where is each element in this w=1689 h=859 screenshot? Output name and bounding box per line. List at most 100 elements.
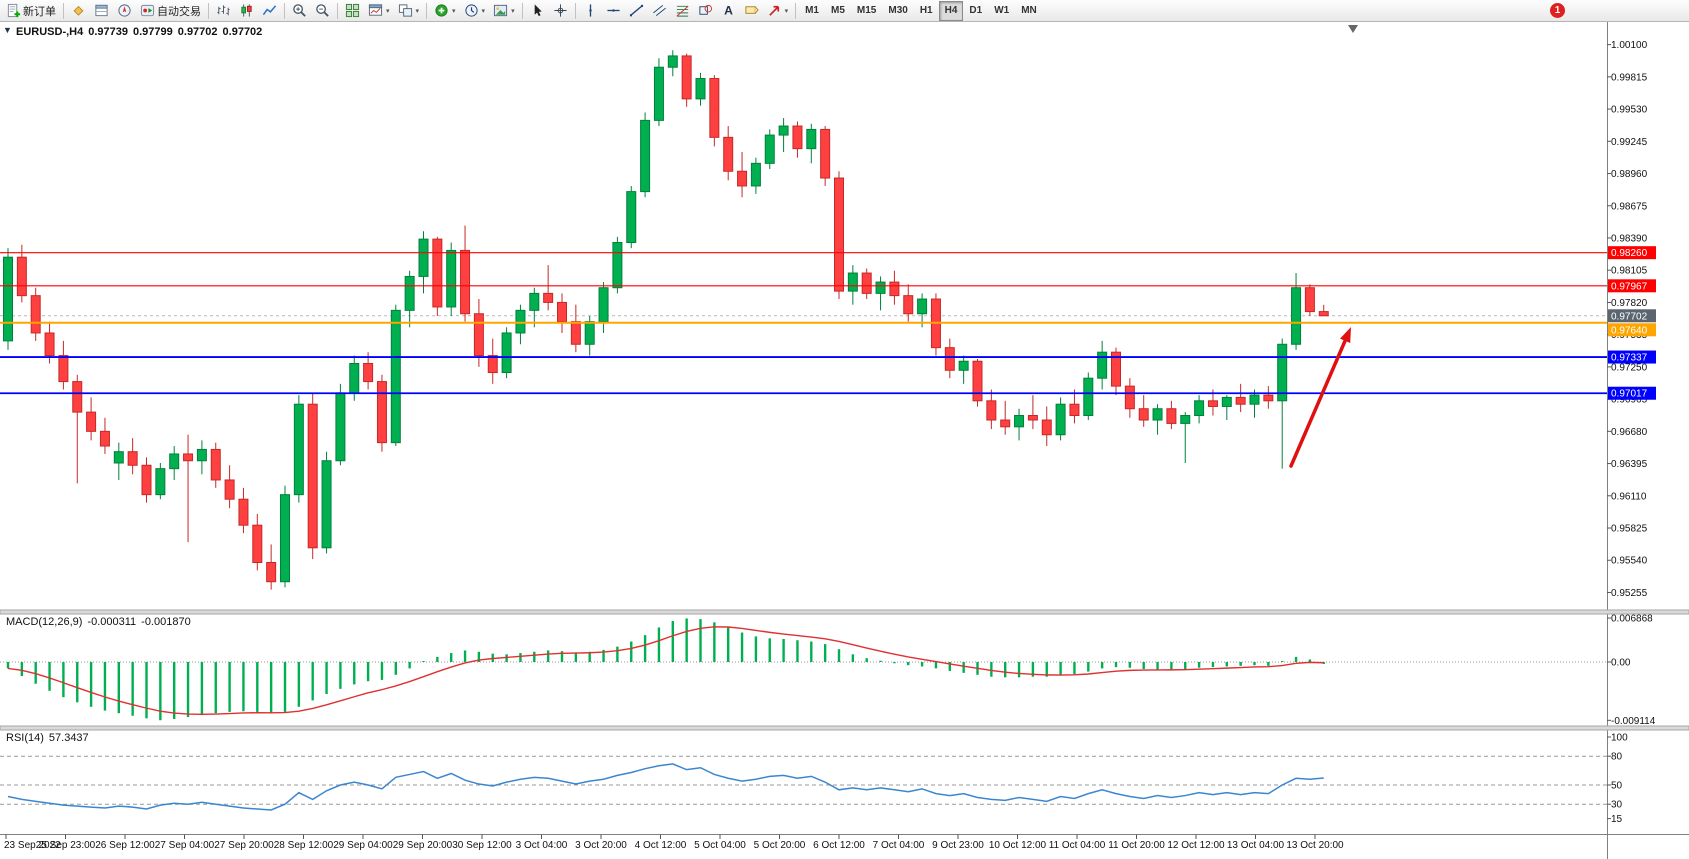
rsi-scale-label[interactable]: 15 xyxy=(1611,814,1623,825)
price-tick-label[interactable]: 0.97250 xyxy=(1611,362,1648,373)
rsi-scale-label[interactable]: 30 xyxy=(1611,800,1623,811)
price-tick-label[interactable]: 0.95255 xyxy=(1611,588,1648,599)
navigator-button[interactable] xyxy=(113,1,136,21)
time-axis-label[interactable]: 9 Oct 23:00 xyxy=(932,840,984,851)
time-axis-label[interactable]: 23 Sep 2022 xyxy=(4,840,61,851)
periods-button[interactable]: ▾ xyxy=(460,1,490,21)
price-tick-label[interactable]: 0.96680 xyxy=(1611,427,1648,438)
bar-chart-button[interactable] xyxy=(212,1,235,21)
time-axis-label[interactable]: 29 Sep 04:00 xyxy=(333,840,393,851)
time-axis-label[interactable]: 3 Oct 20:00 xyxy=(575,840,627,851)
fibonacci-button[interactable] xyxy=(671,1,694,21)
trend-arrow-annotation[interactable] xyxy=(1289,339,1347,468)
notification-badge[interactable]: 1 xyxy=(1550,3,1565,18)
toolbar-separator xyxy=(208,2,209,19)
price-tick-label[interactable]: 1.00100 xyxy=(1611,40,1648,51)
price-tick-label[interactable]: 0.98105 xyxy=(1611,266,1648,277)
time-axis-label[interactable]: 28 Sep 12:00 xyxy=(274,840,334,851)
timeframe-m5[interactable]: M5 xyxy=(825,1,851,21)
price-tick-label[interactable]: 0.96110 xyxy=(1611,491,1647,502)
equidistant-channel-button[interactable] xyxy=(648,1,671,21)
time-axis-label[interactable]: 10 Oct 12:00 xyxy=(989,840,1047,851)
price-tick-label[interactable]: 0.99245 xyxy=(1611,137,1648,148)
time-axis-label[interactable]: 25 Sep 23:00 xyxy=(36,840,96,851)
price-tick-label[interactable]: 0.98390 xyxy=(1611,233,1648,244)
shapes-button[interactable] xyxy=(694,1,717,21)
rsi-scale-label[interactable]: 50 xyxy=(1611,781,1623,792)
time-axis-label[interactable]: 4 Oct 12:00 xyxy=(635,840,687,851)
timeframe-mn[interactable]: MN xyxy=(1015,1,1043,21)
time-axis-label[interactable]: 29 Sep 20:00 xyxy=(393,840,453,851)
new-order-button[interactable]: 新订单 xyxy=(2,1,60,21)
arrows-button[interactable]: ▾ xyxy=(763,1,793,21)
candle xyxy=(529,292,540,311)
tile-windows-button[interactable] xyxy=(341,1,364,21)
macd-scale-label[interactable]: 0.006868 xyxy=(1611,614,1653,625)
zoom-out-button[interactable] xyxy=(311,1,334,21)
panel-splitter[interactable] xyxy=(0,725,1689,731)
time-axis-label[interactable]: 5 Oct 20:00 xyxy=(754,840,806,851)
candle-chart-button[interactable] xyxy=(235,1,258,21)
line-chart-button[interactable] xyxy=(258,1,281,21)
time-axis-label[interactable]: 13 Oct 04:00 xyxy=(1227,840,1285,851)
time-axis-label[interactable]: 27 Sep 04:00 xyxy=(155,840,215,851)
time-axis-label[interactable]: 6 Oct 12:00 xyxy=(813,840,865,851)
new-chart-button[interactable]: ▾ xyxy=(364,1,394,21)
time-axis-label[interactable]: 11 Oct 20:00 xyxy=(1108,840,1165,851)
candle xyxy=(1014,415,1025,428)
panel-splitter[interactable] xyxy=(0,609,1689,615)
timeframe-h4[interactable]: H4 xyxy=(938,0,964,21)
trend-arrow-head[interactable] xyxy=(1340,327,1351,343)
time-axis-label[interactable]: 30 Sep 12:00 xyxy=(452,840,512,851)
timeframe-m1[interactable]: M1 xyxy=(799,1,825,21)
candle xyxy=(543,292,554,303)
market-watch-button[interactable] xyxy=(67,1,90,21)
price-tick-label[interactable]: 0.96395 xyxy=(1611,459,1648,470)
time-axis-label[interactable]: 7 Oct 04:00 xyxy=(873,840,925,851)
price-tick-label[interactable]: 0.95825 xyxy=(1611,524,1648,535)
price-tick-label[interactable]: 0.98960 xyxy=(1611,169,1648,180)
price-tick-label[interactable]: 0.97820 xyxy=(1611,298,1648,309)
time-axis-label[interactable]: 3 Oct 04:00 xyxy=(516,840,568,851)
price-tick-label[interactable]: 0.95540 xyxy=(1611,556,1648,567)
timeframe-m15[interactable]: M15 xyxy=(851,1,882,21)
price-tick-label[interactable]: 0.98675 xyxy=(1611,201,1648,212)
time-axis-label[interactable]: 13 Oct 20:00 xyxy=(1286,840,1344,851)
text-label-button[interactable] xyxy=(740,1,763,21)
timeframe-h1[interactable]: H1 xyxy=(914,1,939,21)
candle xyxy=(183,453,194,462)
one-click-trading-toggle[interactable]: ▼ xyxy=(3,25,12,35)
candle xyxy=(1194,400,1205,417)
macd-scale-label[interactable]: 0.00 xyxy=(1611,658,1631,669)
rsi-scale-label[interactable]: 80 xyxy=(1611,752,1623,763)
chart-shift-marker xyxy=(1348,25,1358,33)
candle xyxy=(1083,377,1094,417)
chart-canvas[interactable]: 1.00100 0.99815 0.99530 0.99245 0.98960 0.986… xyxy=(0,22,1689,859)
time-axis-label[interactable]: 12 Oct 12:00 xyxy=(1167,840,1225,851)
time-axis-label[interactable]: 26 Sep 12:00 xyxy=(95,840,155,851)
macd-scale-label[interactable]: -0.009114 xyxy=(1611,716,1656,727)
price-tick-label[interactable]: 0.99530 xyxy=(1611,105,1648,116)
price-tag-label: 0.97337 xyxy=(1611,353,1648,364)
zoom-in-button[interactable] xyxy=(288,1,311,21)
cursor-button[interactable] xyxy=(526,1,549,21)
timeframe-w1[interactable]: W1 xyxy=(988,1,1015,21)
rsi-scale-label[interactable]: 100 xyxy=(1611,733,1628,744)
data-window-button[interactable] xyxy=(90,1,113,21)
price-tick-label[interactable]: 0.99815 xyxy=(1611,72,1648,83)
crosshair-button[interactable] xyxy=(549,1,572,21)
indicators-button[interactable]: ▾ xyxy=(430,1,460,21)
text-button[interactable]: A xyxy=(717,1,740,21)
chart-profile-button[interactable]: ▾ xyxy=(394,1,424,21)
timeframe-d1[interactable]: D1 xyxy=(963,1,988,21)
time-axis-label[interactable]: 5 Oct 04:00 xyxy=(694,840,746,851)
vertical-line-button[interactable] xyxy=(579,1,602,21)
trendline-button[interactable] xyxy=(625,1,648,21)
price-tick-label[interactable]: 0.96965 xyxy=(1611,395,1648,406)
timeframe-m30[interactable]: M30 xyxy=(882,1,913,21)
time-axis-label[interactable]: 27 Sep 20:00 xyxy=(214,840,274,851)
auto-trading-button[interactable]: 自动交易 xyxy=(136,1,205,21)
templates-button[interactable]: ▾ xyxy=(489,1,519,21)
time-axis-label[interactable]: 11 Oct 04:00 xyxy=(1049,840,1106,851)
horizontal-line-button[interactable] xyxy=(602,1,625,21)
